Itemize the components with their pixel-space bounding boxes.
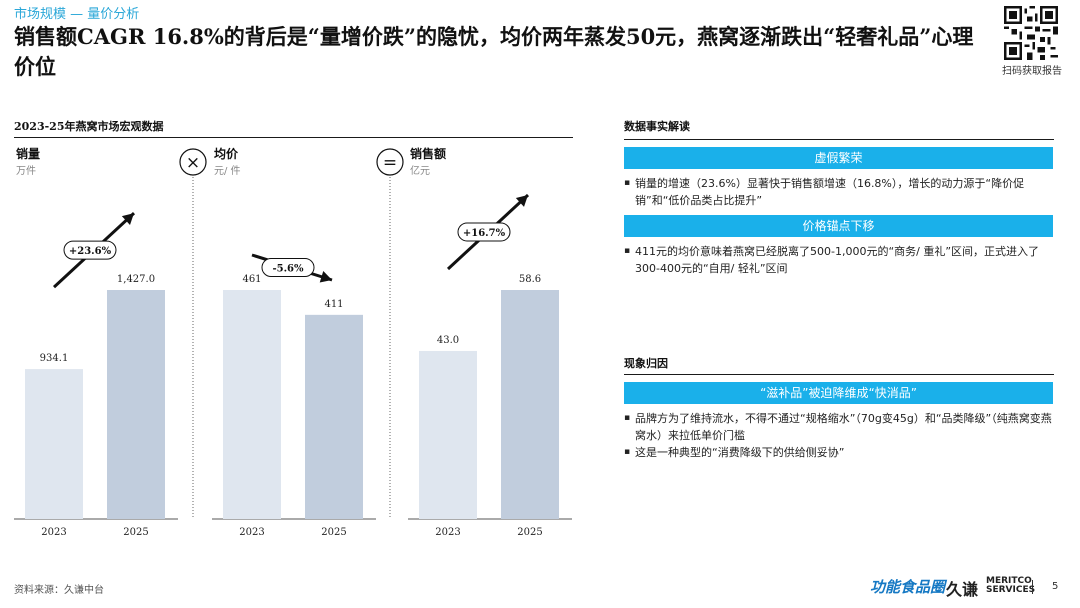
functional-food-logo: 功能食品圈 (870, 578, 946, 596)
group2-header: 价格锚点下移 (624, 215, 1053, 237)
x-tick-label: 2025 (517, 527, 542, 538)
change-badge (457, 222, 511, 242)
operator-symbol: = (383, 153, 397, 173)
meritco-logo-line2: SERVICES (986, 585, 1036, 595)
chart-bar (305, 314, 363, 519)
multiply-icon (179, 148, 207, 176)
panel-unit: 元/ 件 (214, 165, 241, 177)
change-label: -5.6% (272, 264, 304, 275)
meritco-logo: MERITCO SERVICES (986, 577, 1035, 595)
list-item: 销量的增速（23.6%）显著快于销售额增速（16.8%），增长的动力源于“降价促… (624, 175, 1054, 209)
list-item: 这是一种典型的“消费降级下的供给侧妥协” (624, 444, 1054, 461)
panel-unit: 亿元 (410, 164, 430, 177)
change-arrow-head (515, 194, 528, 207)
group2-bullets: 411元的均价意味着燕窝已经脱离了500-1,000元的“商务/ 重礼”区间，正… (624, 243, 1054, 277)
source-note: 资料来源：久谦中台 (14, 585, 104, 596)
qr-label: 扫码获取报告 (1002, 66, 1062, 77)
breadcrumb: 市场规模 — 量价分析 (14, 7, 140, 22)
list-item: 品牌方为了维持流水，不得不通过“规格缩水”（70g变45g）和“品类降级”（纯燕… (624, 410, 1054, 444)
panel-title: 均价 (214, 146, 239, 161)
data-label: 411 (324, 299, 343, 310)
operator-symbol: × (186, 153, 200, 173)
x-tick-label: 2023 (239, 527, 264, 538)
group3-bullets: 品牌方为了维持流水，不得不通过“规格缩水”（70g变45g）和“品类降级”（纯燕… (624, 410, 1054, 461)
panel-title: 销售额 (410, 146, 446, 161)
x-tick-label: 2023 (41, 527, 66, 538)
footer-divider (1032, 580, 1033, 594)
change-arrow-head (319, 270, 332, 283)
left-section-rule (14, 137, 573, 138)
change-label: +23.6% (69, 246, 112, 257)
data-label: 934.1 (40, 353, 69, 364)
left-section-title: 2023-25年燕窝市场宏观数据 (14, 120, 164, 133)
data-label: 461 (242, 274, 261, 285)
change-badge (261, 258, 315, 277)
right-section1-title: 数据事实解读 (624, 120, 690, 133)
chart-bar (419, 350, 477, 519)
qr-code-icon (1004, 6, 1058, 60)
page-title: 销售额CAGR 16.8%的背后是“量增价跌”的隐忧，均价两年蒸发50元，燕窝逐… (14, 24, 974, 79)
right-section1-rule (624, 139, 1054, 140)
change-badge (63, 240, 117, 260)
chart-bar (107, 290, 165, 519)
meritco-logo-line1: MERITCO (986, 576, 1032, 586)
data-label: 58.6 (519, 274, 541, 285)
jiuqian-logo: 久谦 (946, 580, 979, 599)
data-label: 1,427.0 (117, 274, 155, 285)
change-arrow-head (121, 213, 134, 225)
group3-header: “滋补品”被迫降维成“快消品” (624, 382, 1053, 404)
data-label: 43.0 (437, 335, 459, 346)
chart-bar (223, 290, 281, 519)
panel-unit: 万件 (16, 165, 36, 177)
change-label: +16.7% (463, 228, 506, 239)
x-tick-label: 2025 (123, 527, 148, 538)
x-tick-label: 2025 (321, 527, 346, 538)
equals-icon (376, 148, 404, 176)
chart-bar (25, 369, 83, 519)
x-tick-label: 2023 (435, 527, 460, 538)
group1-header: 虚假繁荣 (624, 147, 1053, 169)
chart-bar (501, 290, 559, 519)
page-number: 5 (1052, 581, 1059, 592)
panel-title: 销量 (16, 146, 40, 161)
group1-bullets: 销量的增速（23.6%）显著快于销售额增速（16.8%），增长的动力源于“降价促… (624, 175, 1054, 209)
list-item: 411元的均价意味着燕窝已经脱离了500-1,000元的“商务/ 重礼”区间，正… (624, 243, 1054, 277)
right-section2-title: 现象归因 (624, 357, 668, 370)
right-section2-rule (624, 374, 1054, 375)
